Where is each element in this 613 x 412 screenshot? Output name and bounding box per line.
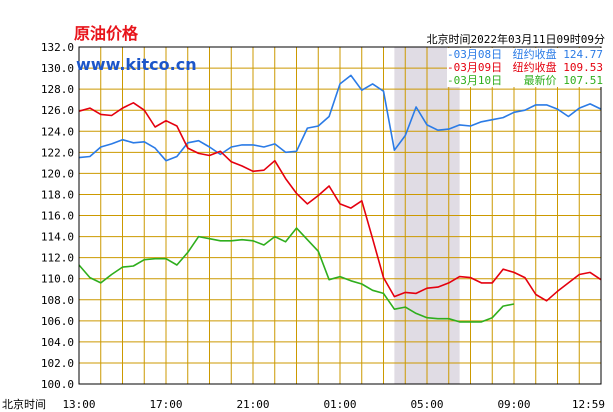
y-tick-label: 114.0	[41, 231, 74, 244]
y-tick-label: 128.0	[41, 83, 74, 96]
legend-date: -03月09日	[447, 61, 503, 74]
y-tick-label: 122.0	[41, 146, 74, 159]
x-tick-label: 09:00	[497, 398, 530, 411]
legend-value: 纽约收盘 124.77	[512, 48, 603, 61]
x-axis-label: 北京时间	[2, 397, 46, 411]
chart-title: 原油价格	[74, 24, 139, 43]
legend-entry: -03月08日 纽约收盘 124.77	[447, 48, 603, 61]
series-line-2	[78, 227, 515, 323]
watermark-link[interactable]: www.kitco.cn	[76, 55, 197, 74]
legend-date: -03月08日	[447, 48, 503, 61]
y-tick-label: 104.0	[41, 336, 74, 349]
x-tick-label: 12:59	[572, 398, 605, 411]
x-tick-label: 01:00	[323, 398, 356, 411]
y-tick-label: 110.0	[41, 273, 74, 286]
x-tick-label: 21:00	[236, 398, 269, 411]
y-tick-label: 124.0	[41, 125, 74, 138]
x-tick-label: 05:00	[410, 398, 443, 411]
y-tick-label: 130.0	[41, 62, 74, 75]
series-line-0	[78, 74, 602, 162]
legend-entry: -03月09日 纽约收盘 109.53	[447, 61, 603, 74]
series-line-1	[78, 102, 602, 302]
y-tick-label: 112.0	[41, 252, 74, 265]
legend-value: 纽约收盘 109.53	[512, 61, 603, 74]
x-tick-label: 13:00	[62, 398, 95, 411]
legend-value: 最新价 107.51	[523, 74, 603, 87]
y-tick-label: 126.0	[41, 104, 74, 117]
legend-entry: -03月10日 最新价 107.51	[447, 74, 603, 87]
y-tick-label: 102.0	[41, 357, 74, 370]
plot-frame	[78, 46, 602, 385]
y-tick-label: 120.0	[41, 167, 74, 180]
y-tick-label: 106.0	[41, 315, 74, 328]
x-tick-label: 17:00	[149, 398, 182, 411]
y-tick-label: 100.0	[41, 378, 74, 391]
legend: -03月08日 纽约收盘 124.77 -03月09日 纽约收盘 109.53 …	[447, 48, 603, 87]
y-tick-label: 108.0	[41, 294, 74, 307]
y-tick-label: 118.0	[41, 188, 74, 201]
timestamp: 北京时间2022年03月11日09时09分	[426, 33, 605, 46]
legend-date: -03月10日	[447, 74, 503, 87]
y-tick-label: 132.0	[41, 41, 74, 54]
y-tick-label: 116.0	[41, 210, 74, 223]
